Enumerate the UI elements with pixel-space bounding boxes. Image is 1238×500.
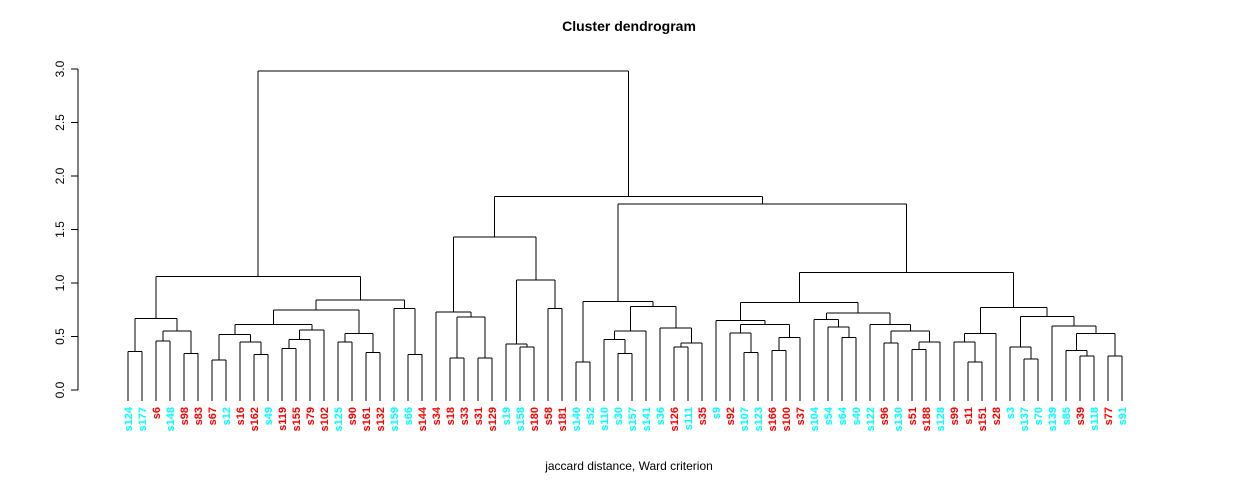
leaf-label: s83 <box>193 407 205 425</box>
leaf-label: s124 <box>123 406 135 431</box>
leaf-label: s35 <box>697 407 709 425</box>
leaf-label: s11 <box>963 407 975 425</box>
leaf-label: s148 <box>165 407 177 431</box>
leaf-label: s119 <box>277 407 289 431</box>
leaf-label: s52 <box>585 407 597 425</box>
leaf-label: s85 <box>1061 407 1073 425</box>
leaf-label: s67 <box>207 407 219 425</box>
leaf-label: s34 <box>431 406 443 425</box>
leaf-label: s51 <box>907 407 919 425</box>
leaf-label: s104 <box>809 406 821 431</box>
y-tick-label: 2.5 <box>53 114 67 131</box>
leaf-label: s49 <box>263 407 275 425</box>
leaf-label: s90 <box>347 407 359 425</box>
leaf-label: s125 <box>333 407 345 431</box>
leaf-label: s3 <box>1005 407 1017 419</box>
leaf-label: s123 <box>753 407 765 431</box>
leaf-label: s111 <box>683 407 695 430</box>
leaf-label: s31 <box>473 407 485 425</box>
leaf-label: s58 <box>543 407 555 425</box>
leaf-label: s30 <box>613 407 625 425</box>
leaf-label: s188 <box>921 407 933 431</box>
leaf-label: s162 <box>249 407 261 431</box>
leaf-label: s181 <box>557 407 569 431</box>
y-tick-label: 0.0 <box>53 381 67 398</box>
leaf-label: s98 <box>179 407 191 425</box>
leaf-label: s64 <box>837 406 849 425</box>
leaf-label: s99 <box>949 407 961 425</box>
leaf-label: s107 <box>739 407 751 431</box>
leaf-label: s37 <box>795 407 807 425</box>
leaf-label: s126 <box>669 407 681 431</box>
leaf-label: s91 <box>1117 407 1129 425</box>
y-tick-label: 1.0 <box>53 274 67 291</box>
leaf-label: s70 <box>1033 407 1045 425</box>
leaf-label: s177 <box>137 407 149 431</box>
leaf-label: s33 <box>459 407 471 425</box>
leaf-label: s155 <box>291 407 303 431</box>
leaf-label: s141 <box>641 407 653 431</box>
leaf-label: s100 <box>781 407 793 431</box>
leaf-label: s6 <box>151 407 163 419</box>
leaf-label: s102 <box>319 407 331 431</box>
leaf-label: s166 <box>767 407 779 431</box>
leaf-label: s161 <box>361 407 373 431</box>
y-tick-label: 3.0 <box>53 60 67 77</box>
leaf-label: s79 <box>305 407 317 425</box>
leaf-label: s92 <box>725 407 737 425</box>
leaf-label: s144 <box>417 406 429 431</box>
leaf-label: s96 <box>879 407 891 425</box>
leaf-label: s66 <box>403 407 415 425</box>
leaf-label: s137 <box>1019 407 1031 431</box>
y-axis <box>71 68 79 391</box>
leaf-label: s77 <box>1103 407 1115 425</box>
leaf-label: s158 <box>515 407 527 431</box>
leaf-label: s180 <box>529 407 541 431</box>
leaf-label: s157 <box>627 407 639 431</box>
chart-title: Cluster dendrogram <box>562 18 696 34</box>
leaf-label: s159 <box>389 407 401 431</box>
y-tick-label: 2.0 <box>53 167 67 184</box>
dendrogram-links <box>127 70 1123 401</box>
leaf-label: s12 <box>221 407 233 425</box>
y-tick-label: 1.5 <box>53 221 67 238</box>
leaf-label: s128 <box>935 407 947 431</box>
leaf-label: s118 <box>1089 407 1101 431</box>
leaf-label: s16 <box>235 407 247 425</box>
leaf-label: s122 <box>865 407 877 431</box>
leaf-label: s9 <box>711 407 723 419</box>
leaf-label: s132 <box>375 407 387 431</box>
leaf-label: s139 <box>1047 407 1059 431</box>
x-axis-caption: jaccard distance, Ward criterion <box>545 459 713 473</box>
leaf-label: s19 <box>501 407 513 425</box>
leaf-label: s130 <box>893 407 905 431</box>
leaf-label: s151 <box>977 407 989 431</box>
y-tick-label: 0.5 <box>53 328 67 345</box>
leaf-label: s18 <box>445 407 457 425</box>
leaf-label: s36 <box>655 407 667 425</box>
leaf-label: s129 <box>487 407 499 431</box>
leaf-label: s110 <box>599 407 611 431</box>
leaf-label: s39 <box>1075 407 1087 425</box>
leaf-label: s28 <box>991 407 1003 425</box>
leaf-label: s54 <box>823 406 835 425</box>
leaf-label: s40 <box>851 407 863 425</box>
leaf-label: s140 <box>571 407 583 431</box>
